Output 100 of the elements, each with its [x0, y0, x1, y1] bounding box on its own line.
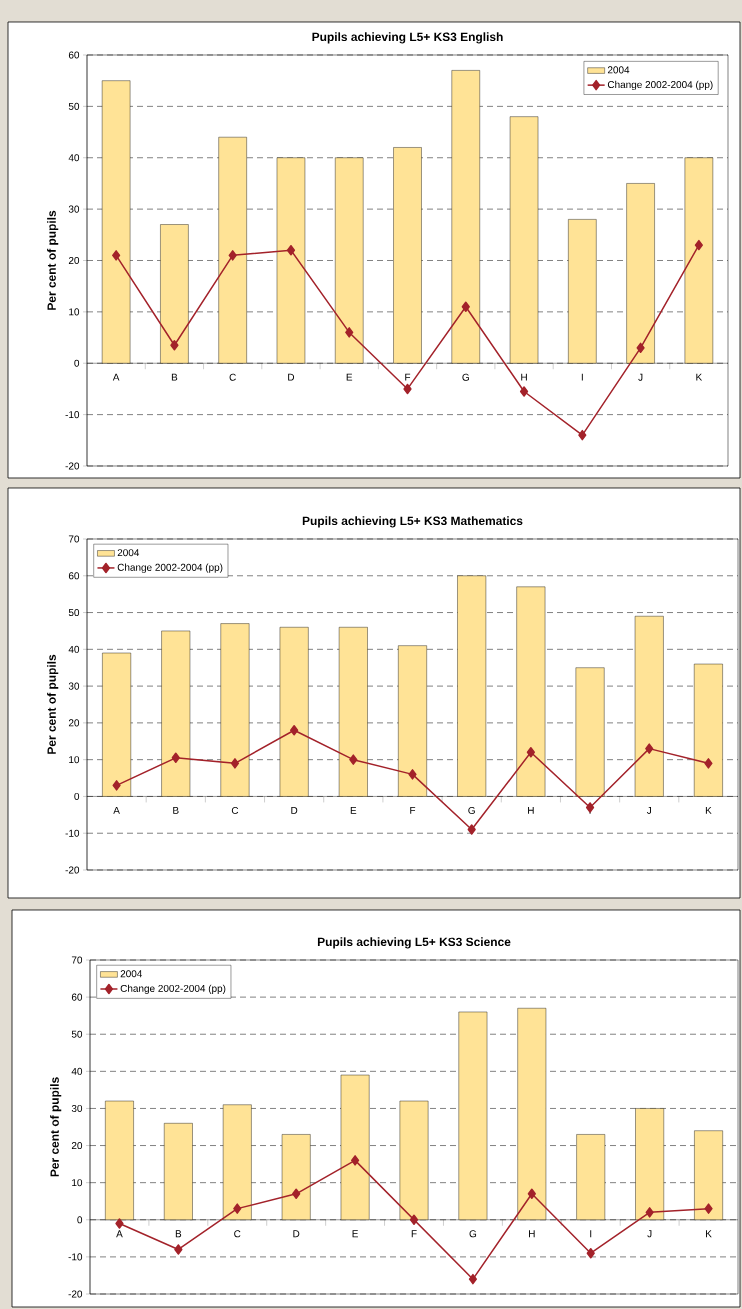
point [345, 327, 354, 338]
point [290, 724, 299, 736]
point [349, 754, 358, 765]
legend-label: Change 2002-2004 (pp) [117, 563, 223, 573]
y-tick-label: 60 [71, 993, 83, 1001]
y-tick-label: 0 [74, 359, 80, 367]
x-tick-label: A [116, 1230, 123, 1238]
y-tick-label: 70 [71, 956, 83, 964]
point [112, 250, 121, 261]
x-tick-label: F [405, 373, 411, 381]
y-tick-label: -10 [65, 829, 80, 837]
point [350, 1155, 360, 1166]
legend-label: Change 2002-2004 (pp) [607, 80, 713, 91]
x-tick-label: F [411, 1230, 417, 1238]
point [292, 1188, 301, 1200]
y-tick-label: 20 [68, 719, 80, 727]
legend-label: 2004 [120, 970, 143, 978]
x-tick-label: A [113, 806, 120, 814]
y-tick-label: 50 [71, 1030, 83, 1038]
x-tick-label: C [234, 1230, 241, 1238]
y-tick-label: 10 [72, 1179, 83, 1187]
y-axis-title: Per cent of pupils [47, 654, 59, 754]
y-tick-label: 10 [69, 308, 80, 316]
x-tick-label: D [288, 373, 295, 381]
y-axis-title: Per cent of pupils [50, 1077, 62, 1177]
y-tick-label: 60 [68, 51, 80, 59]
x-tick-label: K [696, 373, 703, 381]
y-tick-label: 40 [71, 1067, 83, 1075]
x-tick-label: I [581, 373, 583, 381]
x-tick-label: H [529, 1230, 535, 1238]
point [115, 1218, 124, 1229]
x-tick-label: B [175, 1230, 182, 1238]
point [228, 250, 237, 261]
y-tick-label: 70 [68, 535, 80, 543]
point [526, 747, 535, 758]
point [645, 1207, 654, 1218]
chart-title: Pupils achieving L5+ KS3 Science [317, 937, 511, 949]
y-tick-label: 30 [68, 205, 80, 213]
y-tick-label: 30 [71, 1104, 83, 1112]
x-tick-label: A [112, 373, 120, 381]
point [704, 758, 713, 769]
x-tick-label: E [352, 1230, 358, 1238]
point [468, 1273, 478, 1285]
x-tick-label: K [706, 1230, 712, 1238]
y-tick-label: 50 [68, 609, 80, 617]
y-tick-label: -20 [65, 866, 80, 874]
y-tick-label: 40 [68, 154, 80, 162]
x-tick-label: H [528, 806, 534, 814]
y-tick-label: 20 [71, 1142, 83, 1150]
x-tick-label: H [521, 373, 527, 381]
point [461, 301, 470, 312]
point [233, 1203, 242, 1214]
y-axis-title: Per cent of pupils [47, 210, 59, 310]
x-tick-label: B [173, 806, 179, 814]
point [171, 752, 180, 764]
y-tick-label: 20 [68, 256, 80, 265]
point [174, 1244, 183, 1255]
x-tick-label: G [468, 806, 475, 815]
point [636, 342, 645, 354]
legend-label: 2004 [607, 66, 630, 74]
x-tick-label: G [462, 373, 469, 381]
legend-label: 2004 [117, 549, 140, 557]
x-tick-label: E [350, 806, 357, 814]
point [527, 1188, 536, 1200]
x-tick-label: J [638, 373, 643, 381]
y-tick-label: -20 [65, 462, 80, 470]
y-tick-label: 40 [68, 645, 80, 653]
x-tick-label: D [291, 806, 298, 814]
x-tick-label: K [705, 806, 712, 814]
point [585, 802, 595, 813]
point [230, 758, 240, 769]
y-tick-label: 50 [68, 102, 80, 110]
chart-title: Pupils achieving L5+ KS3 English [312, 32, 503, 44]
x-tick-label: C [229, 373, 236, 381]
x-tick-label: J [647, 1230, 652, 1238]
x-tick-label: D [293, 1230, 300, 1238]
y-tick-label: -20 [68, 1290, 83, 1298]
y-tick-label: -10 [65, 411, 80, 419]
point [170, 340, 179, 351]
point [704, 1203, 713, 1214]
legend-label: Change 2002-2004 (pp) [120, 984, 226, 994]
point [403, 383, 412, 395]
x-tick-label: J [646, 806, 651, 814]
point [112, 780, 121, 791]
x-tick-label: B [171, 373, 178, 381]
x-tick-label: E [346, 373, 353, 381]
point [467, 824, 476, 835]
y-tick-label: 60 [68, 572, 80, 580]
point [409, 1214, 419, 1226]
point [586, 1247, 595, 1259]
y-tick-label: 10 [69, 756, 80, 764]
point [519, 386, 529, 397]
chart-title: Pupils achieving L5+ KS3 Mathematics [302, 516, 523, 528]
y-tick-label: 0 [77, 1216, 83, 1224]
y-tick-label: -10 [68, 1253, 83, 1261]
y-tick-label: 0 [74, 792, 80, 800]
x-tick-label: C [231, 806, 239, 815]
x-tick-label: F [410, 806, 416, 814]
point [578, 429, 587, 441]
point [408, 769, 417, 780]
